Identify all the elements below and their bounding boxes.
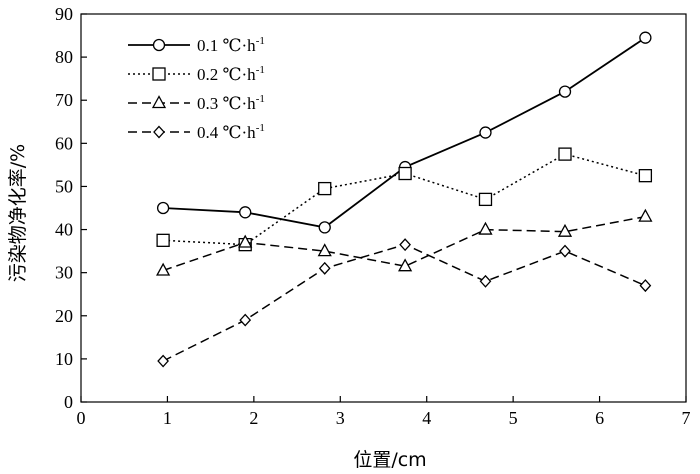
x-tick-label: 2 [249,408,258,428]
data-point [558,147,572,161]
data-point [317,243,332,257]
y-tick-label: 0 [64,392,73,412]
y-axis-label: 污染物净化率/% [7,144,29,282]
data-point [152,38,166,52]
data-point [157,354,169,368]
legend-item-4: 0.4 ℃·h-1 [128,122,265,142]
data-point [398,258,413,272]
data-point [479,274,492,288]
data-point [398,166,412,181]
legend-label: 0.3 ℃·h-1 [197,93,265,113]
data-point [318,221,331,234]
legend-item-2: 0.2 ℃·h-1 [128,64,265,84]
x-tick-label: 7 [682,408,691,428]
data-point [639,31,652,44]
data-point [156,262,171,276]
data-point [318,181,332,196]
data-point [478,221,493,235]
y-tick-label: 30 [55,263,73,283]
data-point [318,261,331,275]
data-point [639,279,652,293]
series-4 [157,238,652,368]
data-point [152,67,166,81]
data-point [559,244,571,258]
legend-label: 0.1 ℃·h-1 [197,35,265,55]
y-tick-label: 80 [55,47,73,67]
data-point [156,201,170,215]
data-point [151,95,167,109]
legend: 0.1 ℃·h-1 0.2 ℃·h-1 0.3 ℃·h-1 0.4 ℃·h-1 [128,35,265,142]
data-point [238,234,253,248]
legend-item-1: 0.1 ℃·h-1 [128,35,265,55]
axes [80,13,687,403]
data-point [638,169,653,183]
y-tick-label: 20 [55,306,73,326]
x-tick-label: 3 [336,408,345,428]
y-tick-label: 10 [55,349,73,369]
y-tick-label: 50 [55,176,73,196]
data-point [638,208,653,222]
data-point [479,126,492,139]
x-tick-label: 1 [163,408,172,428]
series-group [156,31,653,368]
data-point [399,238,411,252]
data-point [239,206,252,219]
y-tick-label: 60 [55,133,73,153]
plot-frame [80,13,687,403]
data-point [557,223,573,237]
data-point [558,85,572,98]
legend-label: 0.2 ℃·h-1 [197,64,265,84]
x-tick-label: 6 [595,408,604,428]
data-point [153,125,165,139]
data-point [239,313,252,327]
y-tick-label: 90 [55,4,73,24]
legend-label: 0.4 ℃·h-1 [197,122,265,142]
legend-item-3: 0.3 ℃·h-1 [128,93,265,113]
x-tick-label: 4 [422,408,431,428]
data-point [478,192,493,207]
data-point [156,233,170,247]
y-tick-label: 40 [55,220,73,240]
x-tick-label: 5 [509,408,518,428]
series-3 [156,208,653,276]
x-axis-label: 位置/cm [353,449,426,471]
x-tick-label: 0 [77,408,86,428]
y-tick-label: 70 [55,90,73,110]
